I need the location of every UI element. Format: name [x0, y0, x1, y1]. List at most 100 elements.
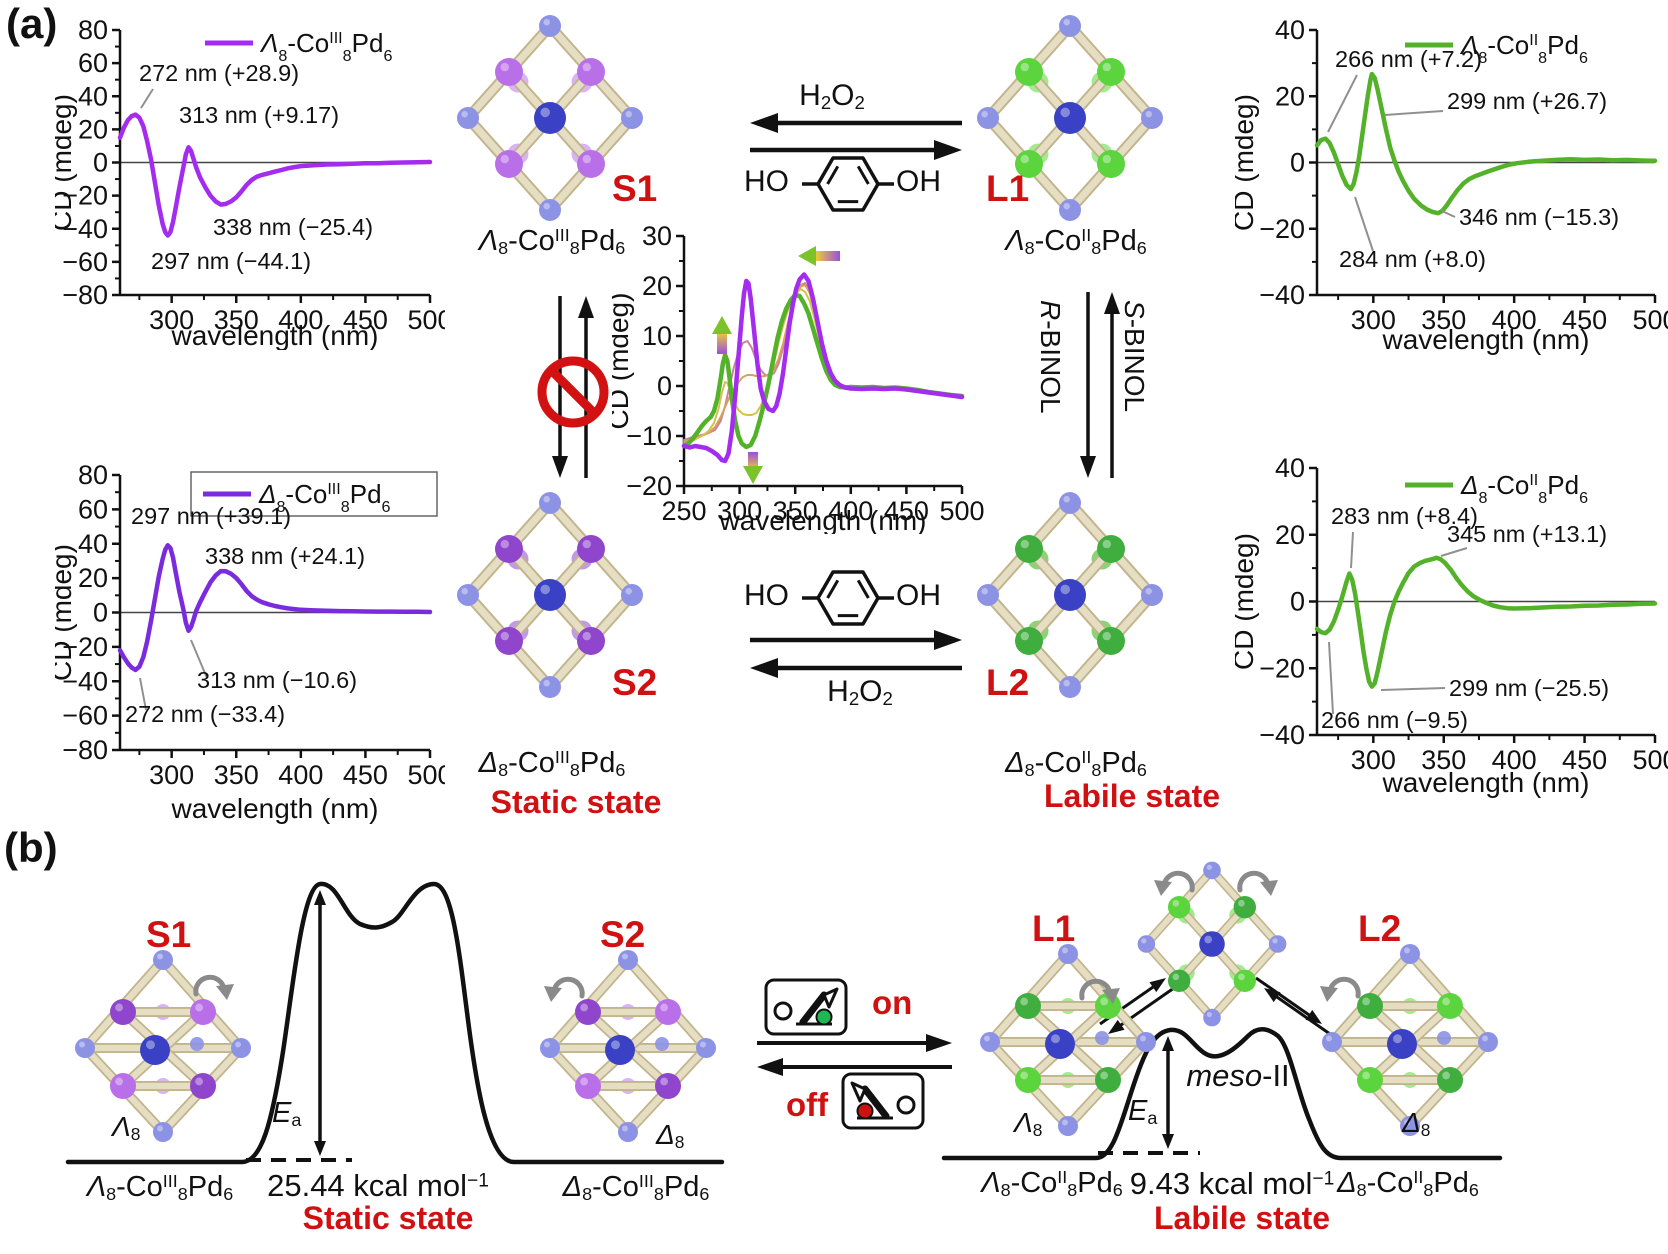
h2o2-label-bottom: H2O2 — [827, 675, 893, 710]
svg-text:20: 20 — [1275, 81, 1305, 111]
svg-text:Λ8-CoII8Pd6: Λ8-CoII8Pd6 — [1459, 30, 1588, 67]
svg-text:500: 500 — [939, 496, 984, 526]
svg-text:40: 40 — [1275, 15, 1305, 45]
svg-text:−20: −20 — [62, 632, 108, 662]
b-delta8-left: Δ8 — [656, 1119, 685, 1152]
svg-text:350: 350 — [214, 305, 259, 335]
svg-text:338 nm (−25.4): 338 nm (−25.4) — [213, 214, 373, 240]
static-state-label-b: Static state — [302, 1200, 474, 1236]
b-s2-formula: Δ8-CoIII8Pd6 — [562, 1171, 710, 1204]
svg-text:−40: −40 — [1259, 720, 1305, 750]
svg-text:20: 20 — [642, 271, 672, 301]
rotation-arrow-icon — [544, 976, 585, 1002]
l2-formula: Δ8-CoII8Pd6 — [1005, 747, 1147, 780]
svg-text:500: 500 — [407, 305, 445, 335]
svg-text:20: 20 — [1275, 520, 1305, 550]
b-l2-formula: Δ8-CoII8Pd6 — [1337, 1167, 1479, 1200]
hydroquinone-ring — [802, 156, 894, 212]
svg-text:40: 40 — [1275, 453, 1305, 483]
b-l2-label: L2 — [1358, 908, 1402, 949]
svg-text:60: 60 — [78, 494, 108, 524]
hydroquinone-ho-bottom: HO — [744, 579, 789, 612]
svg-text:CD (mdeg): CD (mdeg) — [55, 94, 77, 231]
svg-text:20: 20 — [78, 563, 108, 593]
svg-text:wavelength (nm): wavelength (nm) — [719, 505, 927, 534]
svg-text:272 nm (+28.9): 272 nm (+28.9) — [139, 60, 299, 86]
svg-text:wavelength (nm): wavelength (nm) — [1382, 324, 1590, 355]
svg-text:299 nm (+26.7): 299 nm (+26.7) — [1447, 88, 1607, 114]
svg-text:−20: −20 — [62, 181, 108, 211]
svg-text:80: 80 — [78, 460, 108, 490]
svg-text:266 nm (−9.5): 266 nm (−9.5) — [1321, 707, 1468, 733]
r-binol-label: R-BINOL — [1035, 300, 1067, 414]
svg-text:283 nm (+8.4): 283 nm (+8.4) — [1331, 503, 1478, 529]
labile-state-label-a: Labile state — [1043, 778, 1221, 814]
svg-text:−40: −40 — [62, 214, 108, 244]
svg-text:500: 500 — [407, 760, 445, 790]
svg-text:300: 300 — [717, 496, 762, 526]
svg-text:80: 80 — [78, 15, 108, 45]
rotation-arrow-icon — [1320, 976, 1361, 1002]
svg-text:CD (mdeg): CD (mdeg) — [1235, 533, 1259, 670]
svg-text:40: 40 — [78, 529, 108, 559]
ea-value-right: 9.43 kcal mol−1 — [1129, 1166, 1335, 1201]
svg-text:500: 500 — [1632, 745, 1668, 775]
svg-text:313 nm (−10.6): 313 nm (−10.6) — [197, 667, 357, 693]
b-lambda8-left: Λ8 — [112, 1111, 141, 1144]
s1-label: S1 — [612, 168, 658, 209]
l1-label: L1 — [986, 168, 1030, 209]
svg-text:450: 450 — [884, 496, 929, 526]
svg-text:500: 500 — [1632, 305, 1668, 335]
rotation-arrow-icon — [1237, 870, 1278, 896]
svg-text:300: 300 — [1351, 305, 1396, 335]
svg-text:400: 400 — [278, 305, 323, 335]
b-lambda8-right: Λ8 — [1014, 1107, 1043, 1140]
b-s1-formula: Λ8-CoIII8Pd6 — [86, 1171, 234, 1204]
svg-text:CD (mdeg): CD (mdeg) — [612, 293, 634, 430]
svg-text:−40: −40 — [1259, 280, 1305, 310]
svg-text:297 nm (+39.1): 297 nm (+39.1) — [131, 503, 291, 529]
svg-text:10: 10 — [642, 321, 672, 351]
cd-spectrum-l1-lambda-coII: 40 20 0 −20 −40 300 350 400 450 500 wavelength (nm… — [1235, 15, 1668, 355]
svg-text:350: 350 — [1421, 305, 1466, 335]
svg-text:345 nm (+13.1): 345 nm (+13.1) — [1447, 521, 1607, 547]
svg-text:CD (mdeg): CD (mdeg) — [1235, 94, 1259, 231]
svg-text:Δ8-CoII8Pd6: Δ8-CoII8Pd6 — [1460, 470, 1588, 507]
svg-text:450: 450 — [343, 760, 388, 790]
panel-a-label: (a) — [6, 0, 58, 47]
svg-text:338 nm (+24.1): 338 nm (+24.1) — [205, 543, 365, 569]
svg-text:300: 300 — [149, 305, 194, 335]
cd-spectrum-l2-delta-coII: 40 20 0 −20 −40 300 350 400 450 500 wavelength (nm… — [1235, 453, 1668, 798]
svg-text:−80: −80 — [62, 735, 108, 765]
svg-text:313 nm (+9.17): 313 nm (+9.17) — [179, 102, 339, 128]
svg-text:250: 250 — [661, 496, 706, 526]
labile-state-label-b: Labile state — [1153, 1200, 1331, 1236]
ea-value-left: 25.44 kcal mol−1 — [267, 1168, 489, 1203]
power-switch-off-icon — [841, 1072, 925, 1130]
svg-text:346 nm (−15.3): 346 nm (−15.3) — [1459, 204, 1619, 230]
cd-spectrum-s2-delta-coIII: 80 60 40 20 0 −20 −40 −60 −80 300 350 400 450 500 wave… — [55, 460, 445, 824]
svg-text:400: 400 — [1492, 305, 1537, 335]
svg-text:0: 0 — [93, 598, 108, 628]
hydroquinone-oh-top: OH — [896, 165, 941, 198]
s1-formula: Λ8-CoIII8Pd6 — [478, 225, 626, 258]
svg-text:350: 350 — [773, 496, 818, 526]
s-binol-label: S-BINOL — [1119, 300, 1151, 413]
switch-off-label: off — [786, 1086, 829, 1123]
svg-text:−60: −60 — [62, 247, 108, 277]
svg-text:30: 30 — [642, 222, 672, 251]
svg-text:272 nm (−33.4): 272 nm (−33.4) — [125, 701, 285, 727]
svg-text:400: 400 — [828, 496, 873, 526]
svg-text:450: 450 — [1562, 745, 1607, 775]
svg-text:300: 300 — [1351, 745, 1396, 775]
l2-label: L2 — [986, 662, 1030, 703]
rotation-arrow-icon — [1154, 870, 1195, 896]
svg-text:0: 0 — [1290, 587, 1305, 617]
svg-text:wavelength (nm): wavelength (nm) — [171, 793, 379, 824]
svg-text:450: 450 — [1562, 305, 1607, 335]
svg-text:400: 400 — [278, 760, 323, 790]
prohibition-icon — [537, 356, 609, 428]
